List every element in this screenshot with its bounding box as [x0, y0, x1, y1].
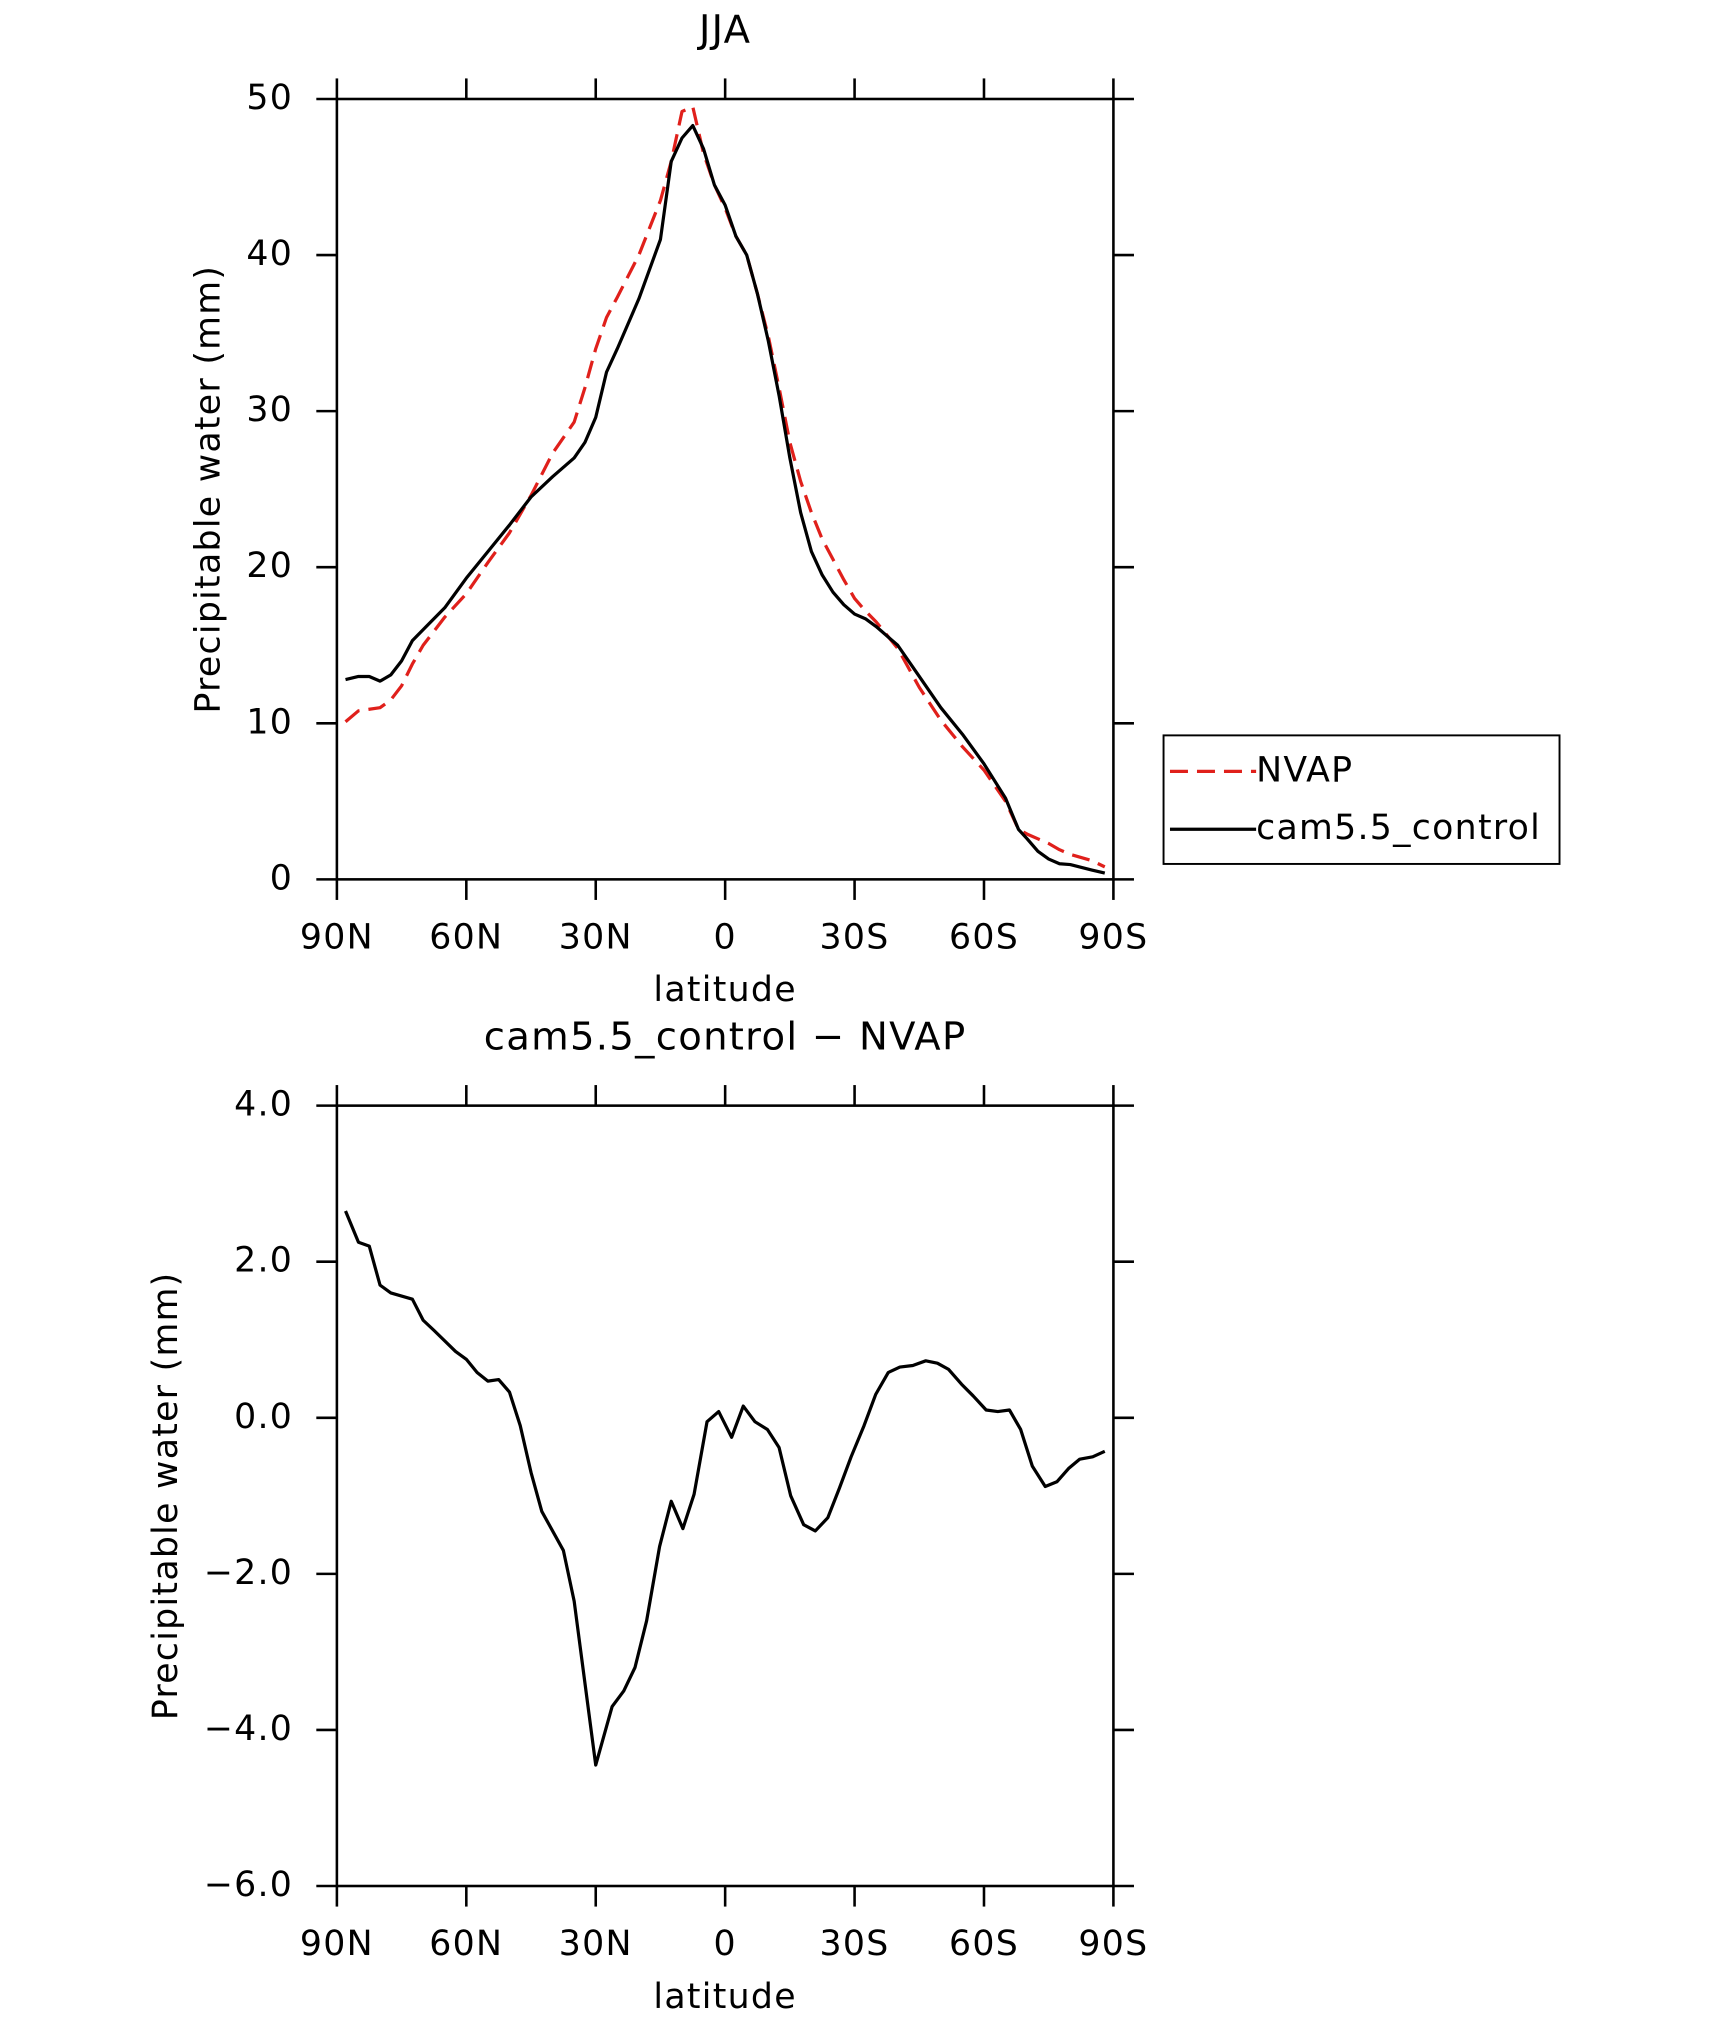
- plot-frame: [335, 97, 1115, 881]
- x-tick-label: 90N: [300, 918, 374, 958]
- x-tick-label: 30S: [820, 918, 890, 958]
- x-tick-label: 60N: [429, 1924, 503, 1964]
- x-tick-label: 90S: [1078, 1924, 1148, 1964]
- plot-frame: [335, 1104, 1115, 1888]
- data-line: [344, 1210, 1106, 1767]
- legend-box: [1162, 734, 1561, 865]
- y-tick-label: −4.0: [204, 1709, 293, 1749]
- x-axis-label: latitude: [653, 970, 796, 1010]
- y-tick-label: 0: [270, 858, 293, 898]
- data-line: [344, 105, 1106, 869]
- chart-title: JJA: [697, 8, 751, 53]
- data-line: [345, 123, 1106, 875]
- x-tick-label: 0: [713, 918, 736, 958]
- y-tick-label: −2.0: [204, 1553, 293, 1593]
- x-tick-label: 60S: [949, 1924, 1019, 1964]
- y-tick-label: 0.0: [234, 1397, 293, 1437]
- y-tick-label: 20: [246, 546, 293, 586]
- chart-title: cam5.5_control − NVAP: [484, 1014, 967, 1059]
- y-tick-label: 50: [246, 78, 293, 118]
- y-tick-label: 10: [246, 702, 293, 742]
- y-axis-label: Precipitable water (mm): [189, 265, 229, 714]
- legend-label: cam5.5_control: [1256, 808, 1541, 848]
- x-tick-label: 60S: [949, 918, 1019, 958]
- x-tick-label: 30N: [559, 1924, 633, 1964]
- x-tick-label: 90N: [300, 1924, 374, 1964]
- y-tick-label: 4.0: [234, 1085, 293, 1125]
- x-tick-label: 90S: [1078, 918, 1148, 958]
- y-tick-label: 40: [246, 234, 293, 274]
- y-tick-label: 30: [246, 390, 293, 430]
- legend-label: NVAP: [1256, 750, 1353, 790]
- x-tick-label: 30N: [559, 918, 633, 958]
- x-tick-label: 0: [713, 1924, 736, 1964]
- x-axis-label: latitude: [653, 1977, 796, 2017]
- y-axis-label: Precipitable water (mm): [146, 1271, 186, 1720]
- x-tick-label: 30S: [820, 1924, 890, 1964]
- y-tick-label: −6.0: [204, 1865, 293, 1905]
- y-tick-label: 2.0: [234, 1241, 293, 1281]
- x-tick-label: 60N: [429, 918, 503, 958]
